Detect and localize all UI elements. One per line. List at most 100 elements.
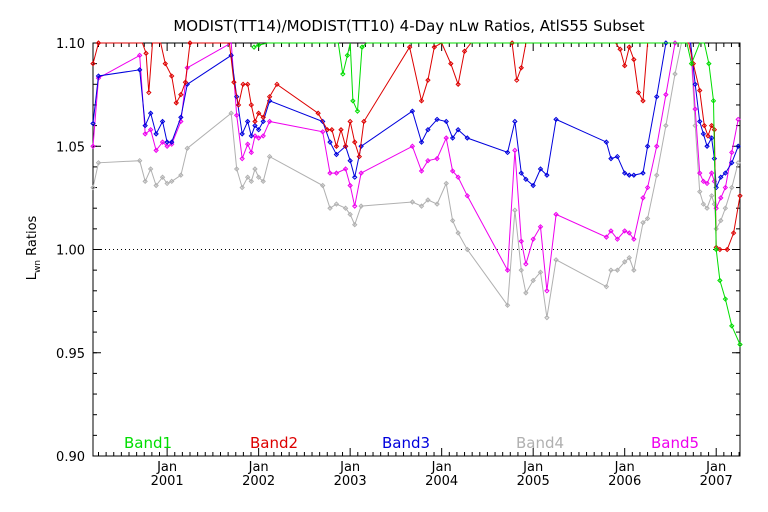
data-point	[443, 180, 449, 187]
data-point	[347, 118, 353, 125]
data-point	[409, 108, 416, 114]
data-point	[425, 77, 431, 83]
data-point	[697, 188, 703, 195]
data-point	[233, 166, 240, 172]
data-point	[338, 127, 344, 133]
data-point	[608, 155, 614, 162]
data-point	[512, 207, 518, 213]
data-point	[455, 81, 461, 88]
data-point	[319, 129, 326, 135]
data-point	[513, 77, 520, 83]
data-point	[644, 215, 651, 222]
data-point	[537, 269, 544, 275]
data-point	[159, 118, 166, 125]
x-tick-month-label: Jan	[248, 460, 269, 475]
plot-frame	[92, 42, 741, 457]
data-point	[347, 211, 353, 218]
data-point	[90, 60, 96, 67]
data-point	[187, 40, 193, 46]
data-point	[327, 205, 333, 211]
data-point	[248, 102, 255, 108]
data-point	[153, 182, 159, 189]
data-point	[735, 143, 741, 149]
data-point	[537, 166, 544, 172]
data-point	[340, 71, 346, 77]
y-tick-label: 1.05	[56, 140, 85, 155]
data-point	[461, 48, 468, 54]
data-point	[168, 178, 175, 185]
x-tick-year-label: 2007	[700, 474, 733, 489]
data-point	[356, 153, 363, 160]
data-point	[512, 147, 518, 154]
data-point	[449, 217, 456, 224]
data-point	[644, 143, 651, 149]
data-point	[663, 91, 669, 98]
series-band5	[90, 40, 741, 294]
data-point	[735, 160, 741, 166]
data-point	[142, 178, 148, 185]
data-point	[168, 73, 175, 79]
data-point	[266, 118, 273, 125]
data-point	[342, 166, 349, 172]
data-point	[697, 87, 703, 94]
data-point	[706, 60, 712, 67]
series-band2	[90, 40, 743, 253]
data-point	[617, 46, 623, 52]
data-point	[704, 143, 710, 149]
data-point	[537, 224, 544, 230]
data-point	[95, 40, 102, 46]
data-point	[159, 174, 166, 180]
data-point	[248, 133, 255, 139]
data-point	[164, 143, 170, 149]
data-point	[713, 246, 719, 253]
data-point	[701, 122, 708, 129]
data-point	[530, 236, 536, 242]
data-point	[143, 50, 149, 57]
data-point	[260, 178, 266, 185]
data-point	[425, 157, 431, 164]
data-point	[631, 172, 637, 178]
data-point	[718, 174, 724, 180]
data-point	[95, 160, 102, 166]
data-point	[329, 127, 335, 133]
data-point	[347, 157, 353, 164]
data-point	[248, 178, 255, 185]
data-point	[147, 127, 154, 133]
legend-entry-band5: Band5	[651, 434, 699, 452]
data-point	[692, 122, 698, 129]
data-point	[233, 112, 240, 118]
data-point	[239, 184, 245, 191]
data-point	[729, 149, 735, 156]
series-line	[92, 42, 739, 188]
data-point	[142, 131, 148, 137]
data-point	[147, 110, 154, 116]
data-point	[518, 267, 524, 273]
data-point	[244, 174, 251, 180]
data-point	[239, 131, 245, 137]
data-point	[523, 176, 529, 182]
legend: Band1 Band2 Band3 Band4 Band5	[124, 434, 699, 452]
data-point	[95, 73, 102, 79]
data-point	[252, 133, 258, 139]
data-point	[164, 180, 170, 187]
data-point	[244, 141, 251, 147]
data-point	[352, 174, 358, 180]
data-point	[711, 178, 718, 185]
data-point	[518, 170, 524, 176]
data-point	[729, 184, 735, 191]
data-point	[512, 118, 518, 125]
data-point	[654, 93, 660, 100]
x-tick-month-label: Jan	[705, 460, 726, 475]
data-point	[344, 52, 351, 59]
data-point	[722, 170, 729, 176]
data-point	[90, 143, 96, 149]
data-point	[333, 143, 340, 149]
data-point	[142, 122, 148, 129]
data-point	[434, 116, 440, 123]
data-point	[239, 155, 245, 162]
data-point	[418, 203, 425, 209]
data-point	[737, 341, 743, 348]
data-point	[603, 139, 610, 145]
data-point	[184, 145, 190, 152]
data-point	[614, 236, 621, 242]
